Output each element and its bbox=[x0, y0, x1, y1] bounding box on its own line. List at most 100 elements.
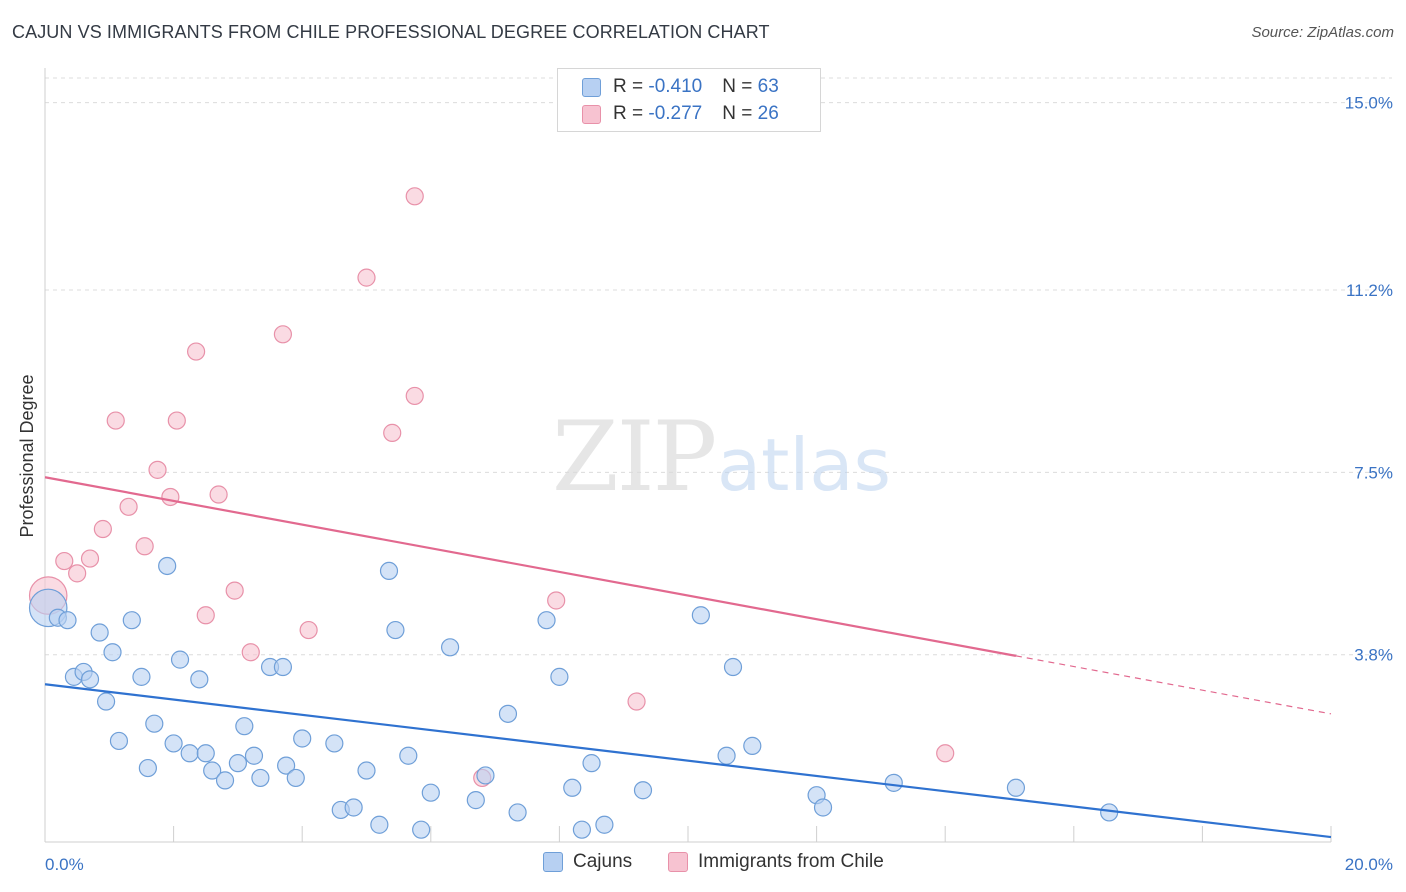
point-cajuns bbox=[379, 561, 399, 581]
point-cajuns bbox=[325, 734, 344, 753]
point-cajuns bbox=[633, 781, 653, 800]
point-cajuns bbox=[170, 650, 190, 669]
point-cajuns bbox=[58, 611, 77, 630]
point-chile bbox=[106, 411, 125, 430]
point-chile bbox=[167, 411, 186, 430]
point-cajuns bbox=[286, 768, 305, 788]
point-cajuns bbox=[370, 815, 389, 834]
point-cajuns bbox=[228, 754, 247, 773]
legend-row-chile: R = -0.277 N = 26 bbox=[582, 102, 779, 126]
point-chile bbox=[209, 485, 228, 504]
point-chile bbox=[299, 620, 318, 640]
x-tick-label: 20.0% bbox=[1345, 855, 1393, 874]
point-cajuns bbox=[273, 657, 293, 677]
point-cajuns bbox=[164, 734, 183, 753]
legend-r-value: -0.410 bbox=[648, 76, 703, 97]
point-cajuns bbox=[132, 667, 151, 686]
trend-line-dashed-chile bbox=[1015, 655, 1332, 715]
legend-swatch-chile bbox=[582, 104, 601, 124]
point-cajuns bbox=[440, 638, 460, 657]
point-chile bbox=[936, 744, 955, 763]
legend-swatch-cajuns bbox=[582, 77, 601, 97]
point-cajuns bbox=[508, 803, 527, 822]
legend-swatch-chile bbox=[668, 852, 688, 872]
point-cajuns bbox=[103, 643, 122, 662]
point-cajuns bbox=[96, 692, 116, 711]
point-chile bbox=[627, 692, 646, 711]
point-cajuns bbox=[145, 714, 164, 733]
legend-n-value: 63 bbox=[757, 76, 779, 97]
legend-item-cajuns: Cajuns bbox=[543, 851, 632, 873]
point-chile bbox=[196, 606, 215, 625]
points-layer bbox=[28, 187, 1119, 839]
point-cajuns bbox=[293, 729, 312, 748]
legend-r-value: -0.277 bbox=[648, 103, 703, 124]
y-tick-label: 3.8% bbox=[1354, 646, 1393, 665]
point-chile bbox=[547, 591, 566, 610]
legend-swatch-cajuns bbox=[543, 852, 563, 872]
point-cajuns bbox=[691, 606, 710, 625]
point-cajuns bbox=[251, 768, 270, 788]
legend-r-label: R = bbox=[613, 76, 649, 97]
point-cajuns bbox=[190, 670, 209, 689]
legend-label-cajuns: Cajuns bbox=[573, 851, 633, 872]
legend-top: R = -0.410 N = 63 R = -0.277 N = 26 bbox=[557, 68, 821, 132]
legend-n-value: 26 bbox=[757, 103, 779, 124]
point-cajuns bbox=[421, 783, 440, 802]
legend-n-label: N = bbox=[722, 76, 758, 97]
point-cajuns bbox=[498, 704, 518, 723]
point-cajuns bbox=[399, 746, 418, 765]
point-chile bbox=[225, 581, 244, 600]
axis-layer bbox=[44, 68, 1332, 843]
point-cajuns bbox=[244, 746, 264, 765]
point-chile bbox=[405, 386, 424, 406]
trend-line-chile bbox=[44, 476, 1017, 657]
point-chile bbox=[93, 519, 112, 539]
point-cajuns bbox=[109, 731, 129, 751]
point-cajuns bbox=[138, 758, 157, 778]
point-chile bbox=[405, 187, 424, 206]
legend-row-cajuns: R = -0.410 N = 63 bbox=[582, 75, 779, 99]
legend-item-chile: Immigrants from Chile bbox=[668, 851, 884, 873]
point-chile bbox=[135, 537, 154, 556]
point-cajuns bbox=[158, 556, 177, 576]
point-chile bbox=[187, 342, 206, 361]
point-cajuns bbox=[203, 761, 222, 780]
tick-labels: 3.8% 7.5% 11.2% 15.0% 0.0% 20.0% bbox=[45, 94, 1393, 874]
watermark-atlas: atlas bbox=[717, 423, 891, 507]
point-cajuns bbox=[344, 798, 363, 817]
chart-title: CAJUN VS IMMIGRANTS FROM CHILE PROFESSIO… bbox=[12, 22, 770, 42]
point-cajuns bbox=[572, 820, 592, 839]
y-tick-label: 11.2% bbox=[1346, 281, 1393, 300]
point-cajuns bbox=[386, 620, 405, 640]
point-cajuns bbox=[550, 667, 569, 686]
legend-n-label: N = bbox=[722, 103, 758, 124]
point-cajuns bbox=[595, 815, 614, 834]
point-chile bbox=[148, 460, 167, 479]
point-cajuns bbox=[412, 820, 431, 839]
source-label: Source: ZipAtlas.com bbox=[1251, 24, 1394, 41]
point-chile bbox=[383, 423, 402, 442]
y-axis-label: Professional Degree bbox=[17, 374, 37, 538]
point-cajuns bbox=[215, 771, 235, 790]
point-chile bbox=[273, 325, 293, 344]
point-chile bbox=[55, 551, 74, 571]
point-cajuns bbox=[813, 798, 833, 817]
point-chile bbox=[80, 549, 100, 568]
point-chile bbox=[357, 268, 376, 287]
trend-layer bbox=[44, 476, 1332, 839]
point-chile bbox=[241, 643, 260, 662]
point-cajuns bbox=[235, 717, 254, 736]
x-tick-label: 0.0% bbox=[45, 855, 84, 874]
point-cajuns bbox=[90, 623, 109, 642]
y-tick-label: 15.0% bbox=[1345, 94, 1393, 113]
point-cajuns bbox=[537, 611, 556, 630]
point-cajuns bbox=[563, 778, 582, 797]
y-tick-label: 7.5% bbox=[1354, 463, 1393, 482]
point-cajuns bbox=[122, 611, 141, 630]
watermark: ZIP atlas bbox=[552, 401, 891, 513]
point-cajuns bbox=[180, 744, 199, 763]
point-cajuns bbox=[717, 746, 736, 765]
point-chile bbox=[161, 487, 180, 507]
